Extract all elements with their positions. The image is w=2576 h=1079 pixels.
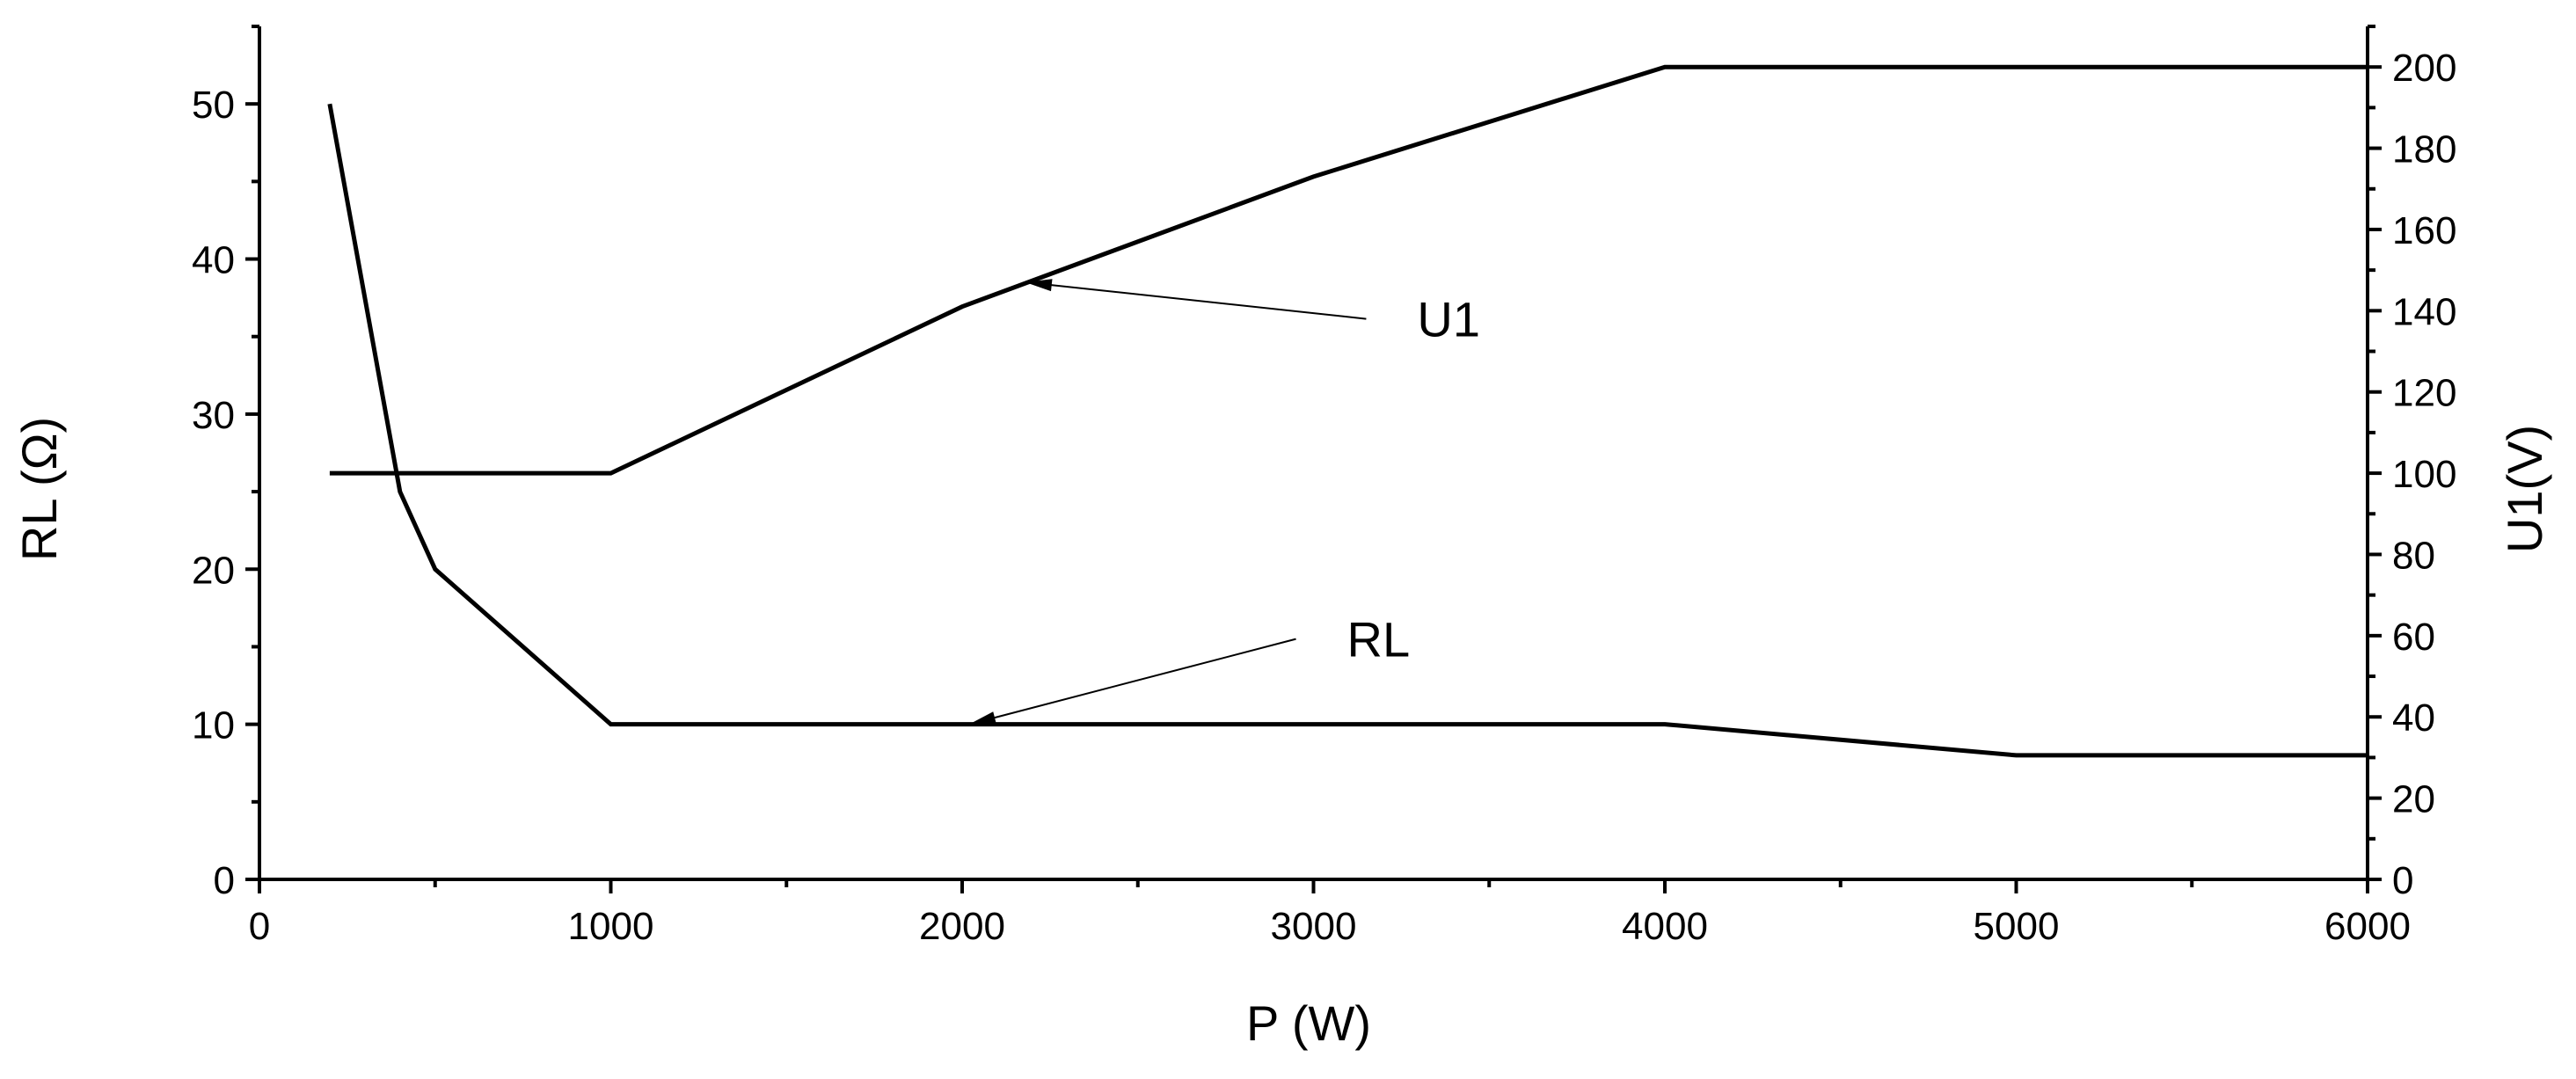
y-axis-right-tick-label: 200 xyxy=(2392,47,2456,90)
y-axis-right-tick-label: 160 xyxy=(2392,209,2456,252)
series-lines xyxy=(327,64,2368,758)
y-axis-left-tick-label: 10 xyxy=(192,704,235,747)
y-axis-left-tick-label: 30 xyxy=(192,394,235,437)
y-axis-right-title: U1(V) xyxy=(2497,425,2552,553)
y-axis-right-tick-label: 100 xyxy=(2392,453,2456,496)
series-line-u1 xyxy=(329,64,2368,476)
series-label-u1: U1 xyxy=(1417,292,1480,347)
y-axis-right-tick-label: 20 xyxy=(2392,778,2435,821)
y-axis-left-tick-label: 50 xyxy=(192,84,235,127)
x-axis-title: P (W) xyxy=(1246,995,1371,1051)
y-axis-right-tick-label: 140 xyxy=(2392,290,2456,333)
axes: 0 1000 2000 3000 4000 5000 6000010203040500204… xyxy=(192,25,2456,948)
x-axis-tick-label: 5000 xyxy=(1974,905,2060,948)
annotation-pointer-rl xyxy=(968,638,1296,725)
series-line-rl xyxy=(327,103,2368,758)
x-axis-tick-label: 0 xyxy=(249,905,270,948)
x-axis-tick-label: 4000 xyxy=(1622,905,1708,948)
y-axis-right-tick-label: 40 xyxy=(2392,696,2435,740)
y-axis-right-tick-label: 80 xyxy=(2392,534,2435,577)
x-axis-tick-label: 6000 xyxy=(2324,905,2411,948)
y-axis-right-tick-label: 180 xyxy=(2392,128,2456,171)
x-axis-tick-label: 3000 xyxy=(1271,905,1357,948)
x-axis-tick-label: 2000 xyxy=(919,905,1005,948)
annotation-pointer-u1 xyxy=(1025,281,1367,320)
y-axis-left-title: RL (Ω) xyxy=(11,417,67,561)
y-axis-right-tick-label: 120 xyxy=(2392,372,2456,415)
x-axis-tick-label: 1000 xyxy=(568,905,654,948)
y-axis-left-tick-label: 40 xyxy=(192,239,235,282)
y-axis-left-tick-label: 0 xyxy=(214,859,235,902)
y-axis-left-tick-label: 20 xyxy=(192,549,235,592)
series-annotations: RL U1 xyxy=(968,279,1480,725)
y-axis-right-tick-label: 60 xyxy=(2392,616,2435,659)
y-axis-right-tick-label: 0 xyxy=(2392,859,2413,902)
annotation-arrowhead-u1 xyxy=(1025,279,1053,292)
series-label-rl: RL xyxy=(1347,612,1411,667)
annotation-arrowhead-rl xyxy=(968,711,996,725)
